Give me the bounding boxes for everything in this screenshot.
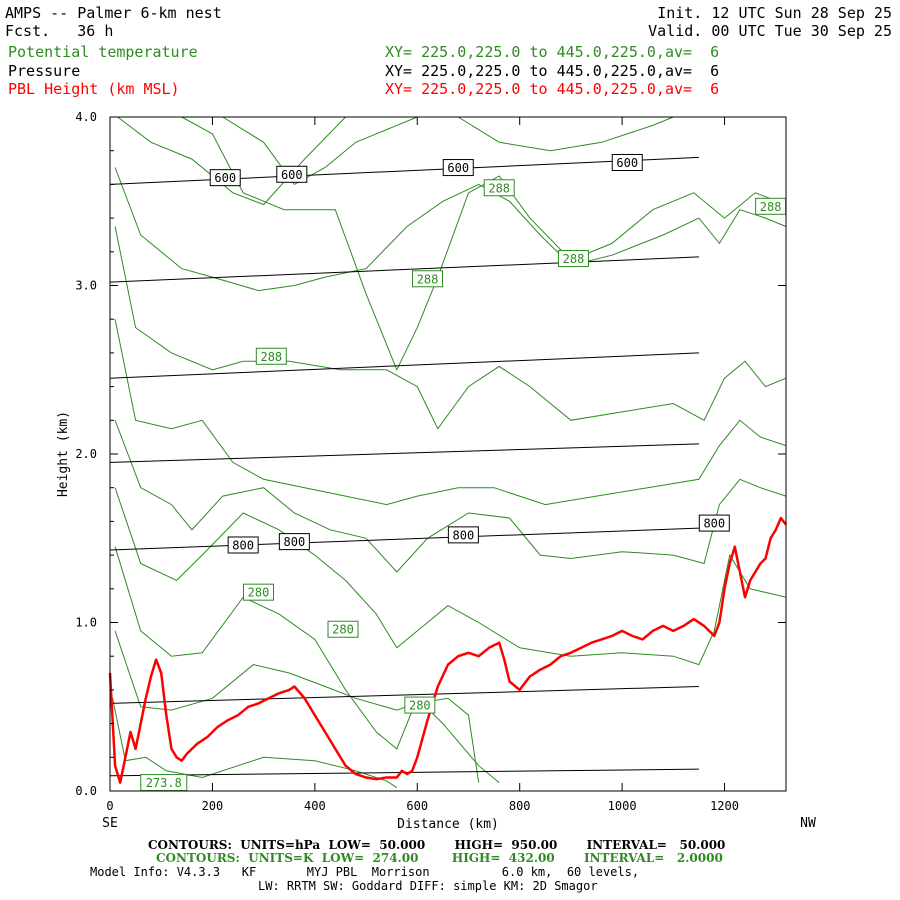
- x-tick-label: 600: [406, 799, 428, 813]
- contour-labels: 600 600 600 600 800 800 800 800 288 288 288 288 288 2…: [140, 153, 787, 792]
- pressure-contour-label: 800: [232, 538, 254, 552]
- right-end-label: NW: [800, 816, 816, 831]
- pressure-contour-line: [109, 527, 699, 551]
- theta-contour-label: 288: [563, 252, 585, 266]
- theta-contour-label-box: [483, 179, 515, 197]
- y-tick-label: 3.0: [75, 279, 97, 293]
- field-theta-xy: XY= 225.0,225.0 to 445.0,225.0,av= 6: [385, 43, 720, 61]
- pressure-contour-label-box: [278, 533, 310, 551]
- left-end-label: SE: [102, 816, 118, 831]
- field-pressure-name: Pressure: [8, 62, 81, 80]
- y-tick-label: 4.0: [75, 110, 97, 124]
- pressure-contour-label-box: [698, 514, 730, 532]
- valid-time: Valid. 00 UTC Tue 30 Sep 25: [648, 22, 892, 40]
- pressure-contour-line: [109, 156, 699, 185]
- theta-contour-line: [114, 630, 480, 783]
- field-theta-name: Potential temperature: [8, 43, 198, 61]
- pressure-contour-line: [109, 256, 699, 283]
- theta-contour-line: [457, 116, 674, 152]
- pressure-contour-label-box: [276, 165, 308, 183]
- theta-contour-line: [114, 319, 787, 506]
- pressure-contour-label: 600: [616, 156, 638, 170]
- pressure-contour-label: 800: [453, 528, 475, 542]
- pressure-contour-line: [109, 352, 699, 379]
- pressure-contour-line: [109, 443, 699, 463]
- x-tick-label: 0: [106, 799, 113, 813]
- pbl-height-series: [108, 516, 787, 784]
- forecast-hour: Fcst. 36 h: [5, 22, 114, 40]
- theta-contour-line: [112, 698, 398, 789]
- x-tick-label: 400: [304, 799, 326, 813]
- x-tick-label: 1000: [608, 799, 637, 813]
- theta-contour-label-box: [412, 270, 444, 288]
- pbl-height-line: [108, 516, 787, 784]
- pressure-contour-label: 800: [284, 535, 306, 549]
- contours-k-info: CONTOURS: UNITS=K LOW= 274.00 HIGH= 432.…: [156, 851, 723, 865]
- theta-contour-label: 273.8: [146, 776, 182, 790]
- pressure-contour-label-box: [227, 536, 259, 554]
- theta-contours: [112, 116, 787, 789]
- theta-contour-label: 288: [260, 350, 282, 364]
- theta-contour-label: 280: [248, 586, 270, 600]
- x-tick-label: 1200: [710, 799, 739, 813]
- theta-contour-line: [181, 116, 787, 372]
- theta-contour-line: [222, 116, 418, 186]
- theta-contour-line: [114, 546, 500, 783]
- model-title: AMPS -- Palmer 6-km nest: [5, 4, 222, 22]
- x-tick-label: 200: [202, 799, 224, 813]
- pressure-contour-label-box: [611, 153, 643, 171]
- pressure-contour-label: 600: [447, 161, 469, 175]
- y-tick-label: 2.0: [75, 447, 97, 461]
- theta-contour-line: [114, 167, 787, 292]
- pressure-contour-label: 800: [703, 517, 725, 531]
- y-tick-label: 1.0: [75, 616, 97, 630]
- init-time: Init. 12 UTC Sun 28 Sep 25: [657, 4, 892, 22]
- theta-contour-label: 288: [488, 181, 510, 195]
- field-pbl-name: PBL Height (km MSL): [8, 80, 180, 98]
- model-info-2: LW: RRTM SW: Goddard DIFF: simple KM: 2D…: [258, 879, 598, 893]
- theta-contour-label-box: [404, 696, 436, 714]
- pressure-contour-label-box: [442, 159, 474, 177]
- field-pressure-xy: XY= 225.0,225.0 to 445.0,225.0,av= 6: [385, 62, 720, 80]
- pressure-contour-label-box: [447, 526, 479, 544]
- axes: 0.0 1.0 2.0 3.0 4.0 0 200 400 600 800 1000 1200 SE NW…: [56, 110, 816, 832]
- theta-contour-label: 280: [409, 699, 431, 713]
- theta-contour-line: [117, 116, 346, 206]
- theta-contour-label: 288: [760, 200, 782, 214]
- pressure-contour-label-box: [209, 169, 241, 187]
- x-tick-label: 800: [509, 799, 531, 813]
- pressure-contour-line: [109, 686, 699, 704]
- theta-contour-label-box: [327, 620, 359, 638]
- theta-contour-label-box: [557, 250, 589, 268]
- contours-hpa-info: CONTOURS: UNITS=hPa LOW= 50.000 HIGH= 95…: [148, 838, 726, 852]
- pressure-contour-label: 600: [214, 171, 236, 185]
- y-tick-label: 0.0: [75, 784, 97, 798]
- plot-frame: [109, 116, 787, 792]
- pressure-contour-label: 600: [281, 168, 303, 182]
- field-pbl-xy: XY= 225.0,225.0 to 445.0,225.0,av= 6: [385, 80, 720, 98]
- theta-contour-label: 280: [332, 623, 354, 637]
- theta-contour-label-box: [255, 347, 287, 365]
- x-axis-label: Distance (km): [397, 817, 499, 832]
- theta-contour-label: 288: [417, 272, 439, 286]
- theta-contour-line: [114, 420, 787, 573]
- theta-contour-line: [114, 226, 787, 430]
- theta-contour-label-box: [243, 583, 275, 601]
- y-axis-label: Height (km): [56, 411, 71, 497]
- model-info: Model Info: V4.3.3 KF MYJ PBL Morrison 6…: [90, 865, 640, 879]
- theta-contour-line: [114, 487, 787, 666]
- pressure-contours: [109, 156, 699, 777]
